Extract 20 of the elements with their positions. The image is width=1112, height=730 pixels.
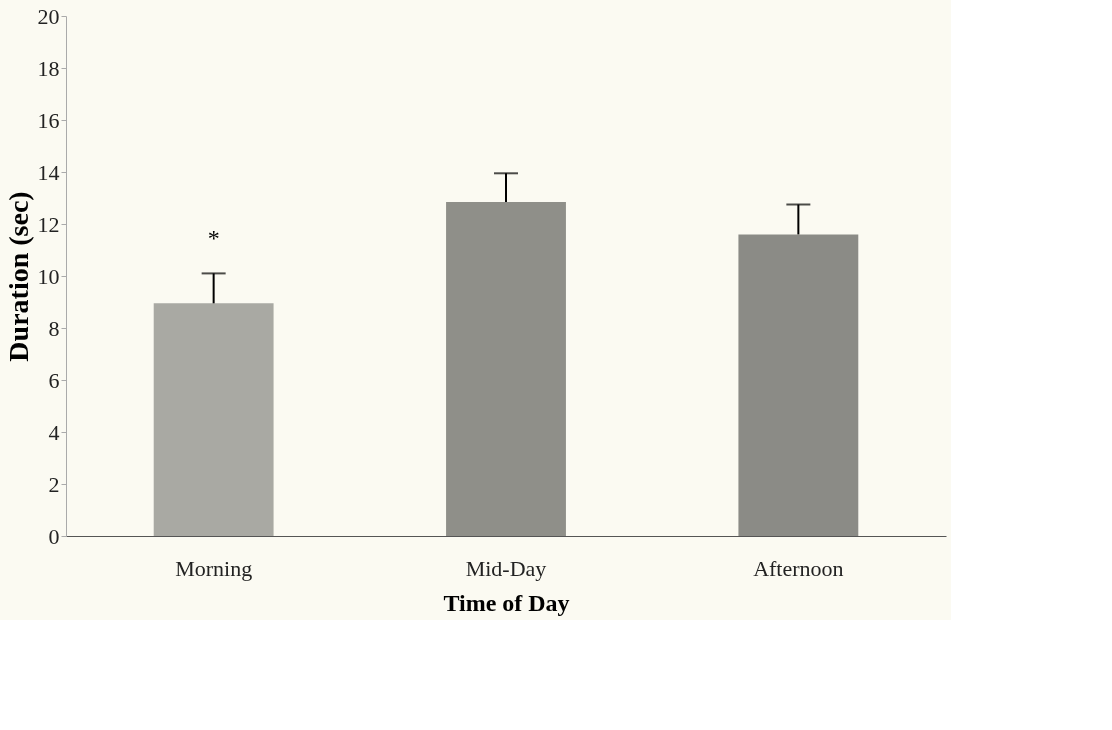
x-tick-label: Mid-Day bbox=[465, 555, 547, 581]
bar bbox=[738, 234, 859, 536]
x-axis-title: Time of Day bbox=[443, 589, 570, 616]
y-tick-label: 20 bbox=[37, 3, 60, 29]
y-tick-label: 10 bbox=[37, 263, 60, 289]
y-tick-label: 6 bbox=[48, 367, 60, 393]
bar bbox=[446, 201, 566, 536]
bar bbox=[153, 303, 274, 536]
y-tick-label: 4 bbox=[48, 419, 60, 445]
y-tick-label: 12 bbox=[37, 211, 60, 237]
x-tick-label: Afternoon bbox=[753, 555, 844, 581]
y-tick-label: 18 bbox=[37, 55, 60, 81]
annotation: * bbox=[207, 225, 220, 252]
x-tick-label: Morning bbox=[175, 555, 253, 581]
y-tick-label: 2 bbox=[48, 471, 60, 497]
y-tick-label: 0 bbox=[48, 523, 60, 549]
y-tick-label: 8 bbox=[48, 315, 60, 341]
y-tick-label: 14 bbox=[37, 159, 60, 185]
y-axis-title: Duration (sec) bbox=[2, 191, 34, 362]
y-tick-label: 16 bbox=[37, 107, 60, 133]
